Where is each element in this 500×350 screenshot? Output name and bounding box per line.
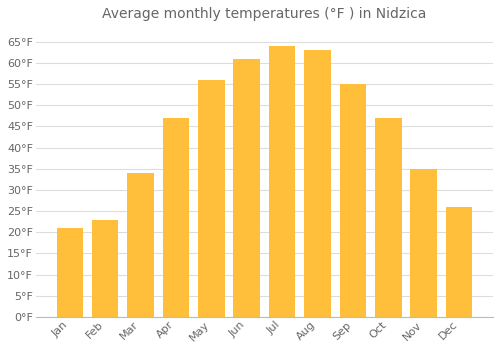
Bar bbox=[446, 207, 472, 317]
Bar bbox=[56, 228, 83, 317]
Bar bbox=[128, 173, 154, 317]
Bar bbox=[92, 219, 118, 317]
Bar bbox=[410, 169, 437, 317]
Bar bbox=[375, 118, 402, 317]
Bar bbox=[340, 84, 366, 317]
Bar bbox=[410, 169, 437, 317]
Bar bbox=[56, 228, 83, 317]
Bar bbox=[375, 118, 402, 317]
Bar bbox=[340, 84, 366, 317]
Bar bbox=[162, 118, 189, 317]
Bar bbox=[446, 207, 472, 317]
Bar bbox=[198, 80, 224, 317]
Bar bbox=[234, 59, 260, 317]
Bar bbox=[198, 80, 224, 317]
Title: Average monthly temperatures (°F ) in Nidzica: Average monthly temperatures (°F ) in Ni… bbox=[102, 7, 426, 21]
Bar bbox=[234, 59, 260, 317]
Bar bbox=[304, 50, 330, 317]
Bar bbox=[128, 173, 154, 317]
Bar bbox=[162, 118, 189, 317]
Bar bbox=[269, 46, 295, 317]
Bar bbox=[92, 219, 118, 317]
Bar bbox=[269, 46, 295, 317]
Bar bbox=[304, 50, 330, 317]
